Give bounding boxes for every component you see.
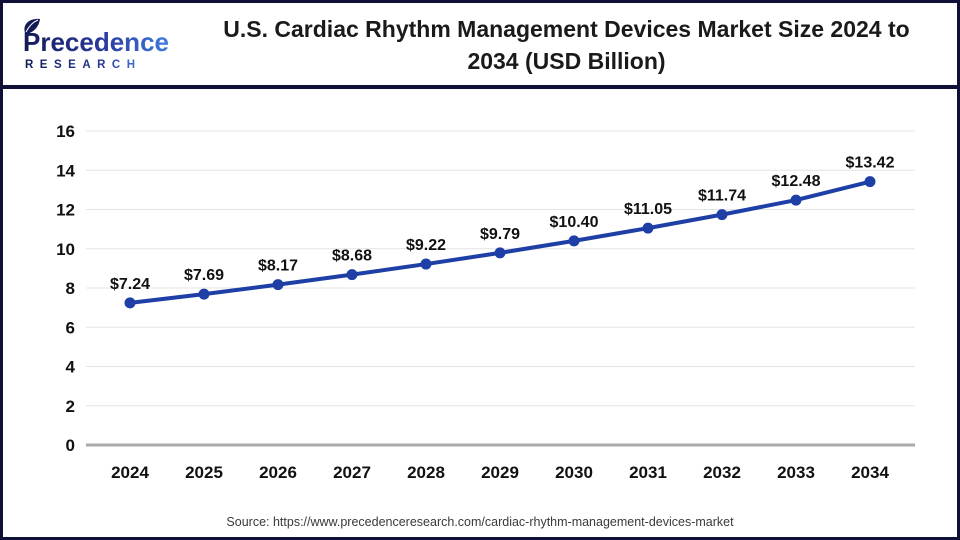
data-point [716,209,728,221]
y-tick-label: 4 [66,358,76,377]
market-size-line-chart: 0 2 4 6 8 10 12 14 16 2024 2025 2026 2027 2028 2029 203… [56,122,915,482]
data-label: $7.24 [110,276,150,293]
x-tick-label: 2030 [555,463,593,482]
x-tick-label: 2029 [481,463,519,482]
data-label: $10.40 [550,214,599,231]
x-tick-label: 2024 [111,463,149,482]
x-tick-label: 2033 [777,463,815,482]
source-caption: Source: https://www.precedenceresearch.c… [226,515,734,529]
data-label: $12.48 [772,173,821,190]
data-label: $8.17 [258,258,298,275]
logo-brand-text: Precedence [23,27,169,57]
x-tick-label: 2032 [703,463,741,482]
data-point [790,194,802,206]
data-label: $9.22 [406,237,446,254]
y-tick-label: 2 [66,397,75,416]
x-tick-label: 2025 [185,463,223,482]
x-tick-label: 2034 [851,463,889,482]
x-tick-label: 2026 [259,463,297,482]
y-tick-label: 14 [56,161,75,180]
data-label: $7.69 [184,267,224,284]
leaf-vein [25,19,39,33]
data-label: $9.79 [480,226,520,243]
precedence-logo: Precedence RESEARCH [23,18,169,71]
data-point [346,269,358,281]
x-tick-label: 2028 [407,463,445,482]
data-point [642,222,654,234]
y-tick-label: 16 [56,122,75,141]
data-point [420,258,432,270]
x-tick-label: 2031 [629,463,667,482]
data-point [494,247,506,259]
x-tick-label: 2027 [333,463,371,482]
data-point [272,279,284,291]
data-label: $11.05 [624,201,672,218]
logo-sub-text: RESEARCH [25,59,142,71]
data-point [198,288,210,300]
data-label: $13.42 [846,155,895,172]
y-tick-label: 8 [66,279,75,298]
y-tick-label: 0 [66,436,75,455]
y-tick-label: 12 [56,201,75,220]
data-label: $11.74 [698,188,746,205]
chart-area: 0 2 4 6 8 10 12 14 16 2024 2025 2026 2027 2028 2029 203… [3,93,957,505]
data-label: $8.68 [332,248,372,265]
y-tick-label: 10 [56,240,75,259]
y-tick-label: 6 [66,318,75,337]
data-point [568,235,580,247]
data-point [124,297,136,309]
data-point [864,176,876,188]
leaf-icon [24,18,40,34]
chart-title-line1: U.S. Cardiac Rhythm Management Devices M… [223,16,910,42]
chart-title-line2: 2034 (USD Billion) [467,48,666,74]
header: Precedence RESEARCH U.S. Cardiac Rhythm … [3,3,957,89]
chart-title: U.S. Cardiac Rhythm Management Devices M… [188,13,945,77]
